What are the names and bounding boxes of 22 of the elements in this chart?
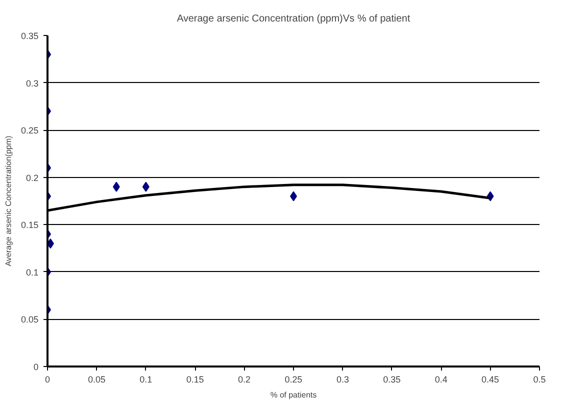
- x-tick-label: 0.5: [533, 374, 546, 384]
- x-tick-label: 0: [44, 374, 50, 384]
- x-tick-label: 0.2: [238, 374, 251, 384]
- y-tick-label: 0: [33, 362, 39, 372]
- y-tick-label: 0.25: [20, 126, 39, 136]
- y-tick-label: 0.15: [20, 220, 39, 230]
- y-tick-label: 0.1: [26, 267, 39, 278]
- x-tick-label: 0.05: [88, 374, 106, 384]
- x-axis-title: % of patients: [270, 390, 317, 400]
- y-tick-label: 0.2: [26, 172, 39, 183]
- y-tick-label: 0.35: [20, 31, 39, 41]
- x-tick-label: 0.15: [186, 374, 204, 384]
- y-tick-label: 0.3: [26, 78, 39, 88]
- y-axis-title: Average arsenic Concentration(ppm): [4, 135, 13, 266]
- x-tick-label: 0.25: [284, 374, 302, 384]
- chart-title: Average arsenic Concentration (ppm)Vs % of patient: [176, 14, 410, 24]
- x-tick-label: 0.45: [482, 374, 500, 384]
- x-tick-label: 0.3: [336, 374, 349, 384]
- y-tick-label: 0.05: [20, 314, 39, 325]
- x-tick-label: 0.35: [383, 374, 401, 384]
- x-tick-label: 0.4: [434, 374, 448, 384]
- x-tick-label: 0.1: [140, 374, 152, 384]
